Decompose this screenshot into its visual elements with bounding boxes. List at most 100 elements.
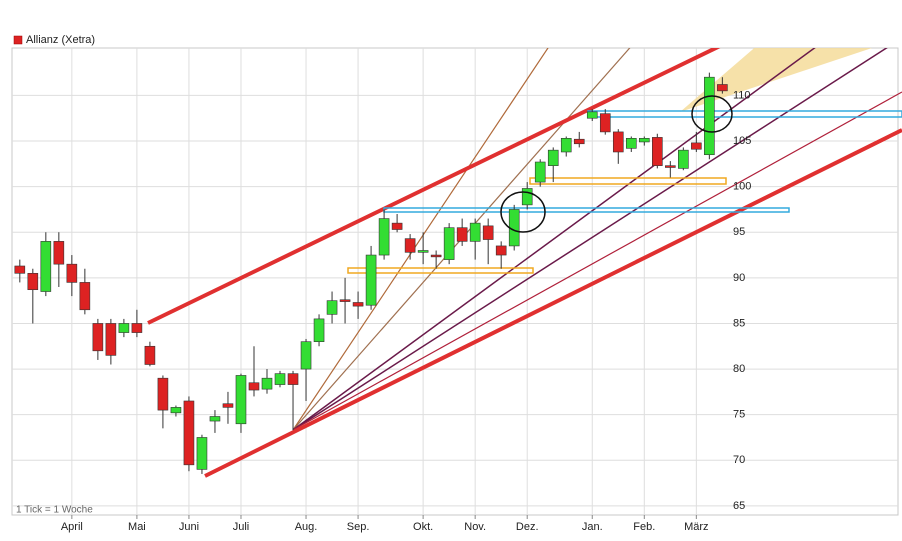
candle-body bbox=[443, 227, 455, 260]
y-tick-label: 65 bbox=[733, 500, 745, 512]
legend-label: Allianz (Xetra) bbox=[26, 34, 95, 46]
candle-body bbox=[79, 282, 91, 311]
candle-body bbox=[27, 272, 39, 291]
candle-body bbox=[53, 241, 65, 265]
candle-body bbox=[365, 254, 377, 306]
x-tick-label: Dez. bbox=[516, 521, 539, 533]
candle-body bbox=[92, 323, 104, 352]
fan-line bbox=[292, 91, 902, 431]
candle-body bbox=[196, 437, 208, 470]
x-tick-label: März bbox=[684, 521, 708, 533]
x-tick-label: Juli bbox=[233, 521, 250, 533]
x-tick-label: Jan. bbox=[582, 521, 603, 533]
y-tick-label: 80 bbox=[733, 363, 745, 375]
x-tick-label: Juni bbox=[179, 521, 199, 533]
candle-body bbox=[717, 84, 728, 92]
tick-note: 1 Tick = 1 Woche bbox=[16, 505, 93, 516]
candle-body bbox=[157, 377, 169, 411]
y-tick-label: 95 bbox=[733, 226, 745, 238]
candle-body bbox=[404, 238, 416, 253]
y-tick-label: 85 bbox=[733, 317, 745, 329]
x-tick-label: April bbox=[61, 521, 83, 533]
candle-body bbox=[352, 302, 364, 307]
candle-body bbox=[261, 377, 273, 390]
candle-body bbox=[691, 142, 702, 150]
candle-body bbox=[652, 137, 663, 166]
candle-body bbox=[665, 165, 676, 168]
x-tick-label: Feb. bbox=[633, 521, 655, 533]
candle-body bbox=[313, 318, 325, 342]
candle-body bbox=[625, 137, 637, 149]
candle-body bbox=[105, 323, 117, 356]
candle-body bbox=[209, 416, 221, 422]
candle-body bbox=[287, 373, 299, 385]
fan-line bbox=[292, 48, 549, 431]
candle-body bbox=[547, 149, 559, 166]
breakout-circle bbox=[691, 95, 733, 133]
candle-body bbox=[508, 209, 520, 247]
trend-channel-top bbox=[147, 48, 721, 325]
candle-body bbox=[612, 131, 624, 153]
candle-body bbox=[339, 299, 351, 302]
candle-body bbox=[170, 407, 182, 414]
candle-body bbox=[40, 241, 52, 292]
x-tick-label: Okt. bbox=[413, 521, 433, 533]
candle-body bbox=[495, 245, 507, 256]
trend-channel-bottom bbox=[204, 128, 902, 478]
candle-body bbox=[586, 111, 598, 119]
candle-body bbox=[430, 254, 442, 258]
y-tick-label: 100 bbox=[733, 181, 751, 193]
candle-body bbox=[14, 265, 26, 274]
candle-body bbox=[599, 113, 611, 133]
candle-body bbox=[300, 341, 312, 370]
candle-body bbox=[235, 375, 247, 425]
candle-body bbox=[274, 373, 286, 385]
y-tick-label: 110 bbox=[733, 89, 751, 101]
candle-body bbox=[118, 323, 130, 333]
y-tick-label: 90 bbox=[733, 272, 745, 284]
candle-body bbox=[456, 227, 468, 242]
fan-line bbox=[292, 48, 816, 431]
breakout-circle bbox=[500, 191, 546, 233]
y-tick-label: 105 bbox=[733, 135, 751, 147]
candle-body bbox=[66, 263, 78, 283]
candle-body bbox=[144, 345, 156, 365]
labels: 65 70 75 80 85 90 95 100 105 110 April Mai Juni Juli A… bbox=[61, 89, 752, 533]
forecast-area bbox=[680, 48, 872, 112]
candle-body bbox=[417, 250, 429, 253]
y-tick-label: 75 bbox=[733, 409, 745, 421]
support-zone bbox=[529, 177, 727, 185]
fan-line bbox=[292, 48, 631, 431]
candle-body bbox=[482, 225, 494, 240]
fan-line bbox=[292, 48, 888, 431]
x-tick-label: Nov. bbox=[464, 521, 486, 533]
x-tick-label: Sep. bbox=[347, 521, 370, 533]
candle-body bbox=[560, 137, 572, 153]
candle-body bbox=[183, 400, 195, 466]
x-tick-label: Mai bbox=[128, 521, 146, 533]
y-tick-label: 70 bbox=[733, 454, 745, 466]
candle-body bbox=[131, 323, 143, 333]
candle-body bbox=[534, 161, 546, 183]
candle-body bbox=[391, 222, 403, 230]
annotations bbox=[147, 48, 902, 478]
candle-body bbox=[573, 138, 585, 145]
x-tick-label: Aug. bbox=[295, 521, 318, 533]
annotations-top bbox=[500, 95, 733, 233]
candle-body bbox=[378, 218, 390, 256]
candle-body bbox=[704, 76, 715, 156]
plot-frame bbox=[11, 47, 899, 516]
candle-body bbox=[678, 149, 689, 169]
legend-swatch bbox=[13, 35, 23, 45]
candles bbox=[14, 72, 728, 474]
grid bbox=[11, 47, 899, 519]
candle-body bbox=[326, 300, 338, 315]
candle-body bbox=[248, 382, 260, 391]
candle-body bbox=[222, 403, 234, 408]
candle-body bbox=[469, 222, 481, 242]
candle-body bbox=[521, 188, 533, 206]
candle-body bbox=[638, 137, 650, 143]
support-zone bbox=[347, 267, 534, 274]
